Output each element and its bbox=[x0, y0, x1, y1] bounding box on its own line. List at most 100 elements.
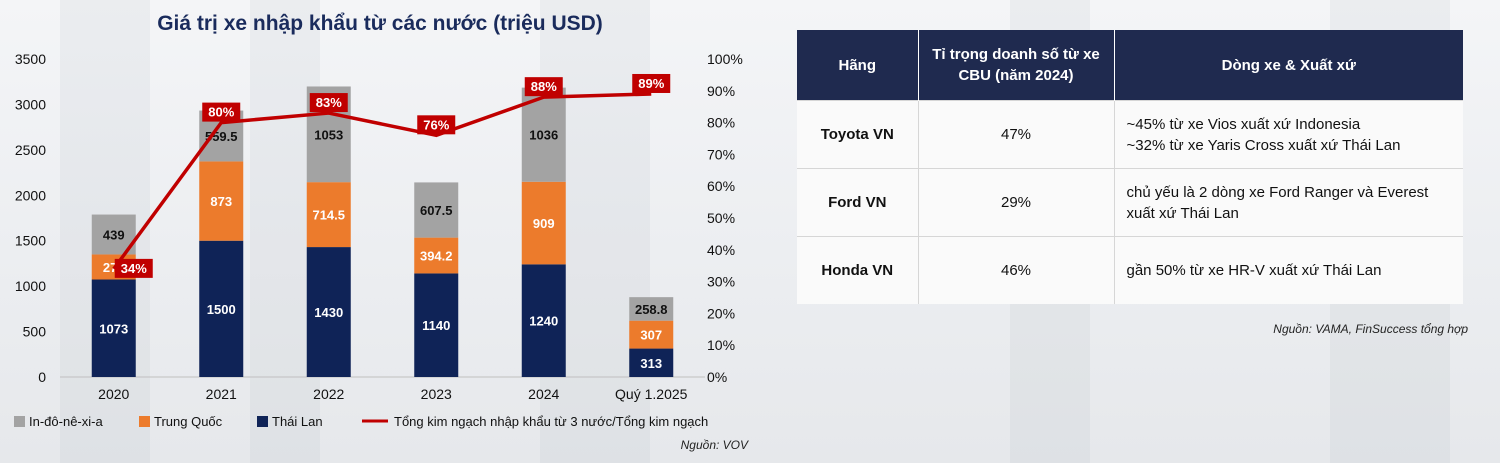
brand-cell: Ford VN bbox=[797, 168, 919, 237]
bar-data-label: 439 bbox=[103, 227, 125, 242]
desc-line: ~32% từ xe Yaris Cross xuất xứ Thái Lan bbox=[1126, 136, 1401, 154]
x-tick-label: 2023 bbox=[421, 386, 452, 402]
y-left-tick-label: 2000 bbox=[15, 187, 46, 203]
bar-segment bbox=[629, 297, 674, 321]
line-data-label: 83% bbox=[316, 95, 342, 110]
chart: 0 500 1000 1500 2000 2500 3000 3500 0% 10% 20% 30% 4… bbox=[14, 51, 743, 429]
y-left-tick-label: 2500 bbox=[15, 142, 46, 158]
bar-segment bbox=[414, 237, 459, 274]
bar-data-label: 1500 bbox=[207, 302, 236, 317]
x-tick-label: 2022 bbox=[313, 386, 344, 402]
y-right-tick-label: 40% bbox=[707, 242, 735, 258]
ratio-line bbox=[112, 92, 652, 270]
line-data-label: 89% bbox=[638, 76, 664, 91]
desc-cell: ~45% từ xe Vios xuất xứ Indonesia ~32% t… bbox=[1114, 100, 1463, 169]
bar-segment bbox=[521, 181, 566, 265]
line-label-box bbox=[202, 102, 241, 122]
bar-data-label: 313 bbox=[640, 356, 662, 371]
y-right-tick-label: 0% bbox=[707, 369, 727, 385]
header-models-origin: Dòng xe & Xuất xứ bbox=[1114, 30, 1463, 101]
desc-line: gần 50% từ xe HR-V xuất xứ Thái Lan bbox=[1126, 262, 1382, 279]
brand-cell: Toyota VN bbox=[797, 100, 919, 169]
x-tick-label: Quý 1.2025 bbox=[615, 386, 688, 402]
table-row: Honda VN 46% gần 50% từ xe HR-V xuất xứ … bbox=[797, 236, 1463, 304]
y-left-tick-label: 3500 bbox=[15, 51, 46, 67]
bar-data-label: 1036 bbox=[529, 128, 558, 143]
table-row: Ford VN 29% chủ yếu là 2 dòng xe Ford Ra… bbox=[797, 168, 1463, 237]
legend-label: In-đô-nê-xi-a bbox=[29, 414, 103, 429]
header-brand: Hãng bbox=[797, 30, 919, 101]
x-tick-label: 2024 bbox=[528, 386, 559, 402]
bar-data-label: 1140 bbox=[422, 318, 450, 333]
line-data-label: 80% bbox=[208, 105, 234, 120]
y-left-tick-label: 1500 bbox=[15, 233, 46, 249]
legend-label: Thái Lan bbox=[272, 414, 323, 429]
line-label-box bbox=[114, 258, 153, 278]
desc-cell: gần 50% từ xe HR-V xuất xứ Thái Lan bbox=[1114, 236, 1463, 304]
y-right-tick-label: 90% bbox=[707, 83, 735, 99]
line-label-box bbox=[524, 77, 563, 97]
bar-data-label: 607.5 bbox=[420, 203, 453, 218]
bar-data-label: 1430 bbox=[314, 305, 343, 320]
legend-swatch bbox=[257, 416, 268, 427]
share-cell: 47% bbox=[918, 100, 1115, 169]
legend-swatch bbox=[14, 416, 25, 427]
bar-segment bbox=[521, 264, 566, 377]
y-left-tick-label: 0 bbox=[38, 369, 46, 385]
y-right-tick-label: 30% bbox=[707, 274, 735, 290]
desc-cell: chủ yếu là 2 dòng xe Ford Ranger và Ever… bbox=[1114, 168, 1463, 237]
legend-label: Trung Quốc bbox=[154, 414, 223, 429]
bar-segment bbox=[414, 273, 459, 377]
chart-source: Nguồn: VOV bbox=[680, 438, 748, 452]
line-data-label: 34% bbox=[121, 261, 147, 276]
bar-data-label: 714.5 bbox=[312, 208, 345, 223]
bar-data-label: 307 bbox=[640, 328, 662, 343]
line-label-box bbox=[309, 93, 348, 113]
bar-segment bbox=[629, 348, 674, 377]
legend-label: Tổng kim ngạch nhập khẩu từ 3 nước/Tổng … bbox=[394, 414, 708, 429]
desc-line: xuất xứ Thái Lan bbox=[1126, 204, 1239, 222]
bar-data-label: 909 bbox=[533, 216, 555, 231]
y-right-tick-label: 20% bbox=[707, 305, 735, 321]
brand-cell: Honda VN bbox=[797, 236, 919, 304]
table-header-row: Hãng Tỉ trọng doanh số từ xe CBU (năm 20… bbox=[797, 30, 1463, 101]
y-left-tick-label: 1000 bbox=[15, 278, 46, 294]
header-cbu-share: Tỉ trọng doanh số từ xe CBU (năm 2024) bbox=[918, 30, 1115, 101]
y-right-tick-label: 100% bbox=[707, 51, 743, 67]
bar-segment bbox=[629, 320, 674, 349]
share-cell: 46% bbox=[918, 236, 1115, 304]
bar-segment bbox=[199, 240, 244, 377]
line-data-label: 88% bbox=[531, 79, 557, 94]
table-row: Toyota VN 47% ~45% từ xe Vios xuất xứ In… bbox=[797, 100, 1463, 169]
share-cell: 29% bbox=[918, 168, 1115, 237]
bar-data-label: 258.8 bbox=[635, 302, 668, 317]
bar-segment bbox=[199, 161, 244, 241]
bar-data-label: 394.2 bbox=[420, 249, 453, 264]
y-left-tick-label: 500 bbox=[23, 324, 47, 340]
bar-segment bbox=[91, 279, 136, 377]
y-right-tick-label: 50% bbox=[707, 210, 735, 226]
line-label-box bbox=[417, 115, 456, 135]
table-source: Nguồn: VAMA, FinSuccess tổng hợp bbox=[1273, 322, 1468, 336]
chart-title: Giá trị xe nhập khẩu từ các nước (triệu … bbox=[157, 12, 603, 35]
bar-data-label: 1073 bbox=[99, 321, 128, 336]
desc-line: ~45% từ xe Vios xuất xứ Indonesia bbox=[1126, 115, 1361, 133]
bar-data-label: 1053 bbox=[314, 127, 343, 142]
bar-data-label: 873 bbox=[210, 194, 232, 209]
legend-swatch bbox=[139, 416, 150, 427]
y-right-tick-label: 60% bbox=[707, 178, 735, 194]
y-left-tick-label: 3000 bbox=[15, 96, 46, 112]
import-share-table: Hãng Tỉ trọng doanh số từ xe CBU (năm 20… bbox=[797, 30, 1463, 304]
x-tick-label: 2020 bbox=[98, 386, 129, 402]
bar-data-label: 1240 bbox=[529, 314, 558, 329]
line-data-label: 76% bbox=[423, 117, 449, 132]
bar-segment bbox=[306, 247, 351, 377]
x-tick-label: 2021 bbox=[206, 386, 237, 402]
line-label-box bbox=[632, 73, 671, 93]
desc-line: chủ yếu là 2 dòng xe Ford Ranger và Ever… bbox=[1126, 183, 1429, 201]
y-right-tick-label: 80% bbox=[707, 115, 735, 131]
bar-segment bbox=[306, 182, 351, 248]
y-right-tick-label: 70% bbox=[707, 146, 735, 162]
y-right-tick-label: 10% bbox=[707, 337, 735, 353]
bar-segment bbox=[414, 182, 459, 238]
